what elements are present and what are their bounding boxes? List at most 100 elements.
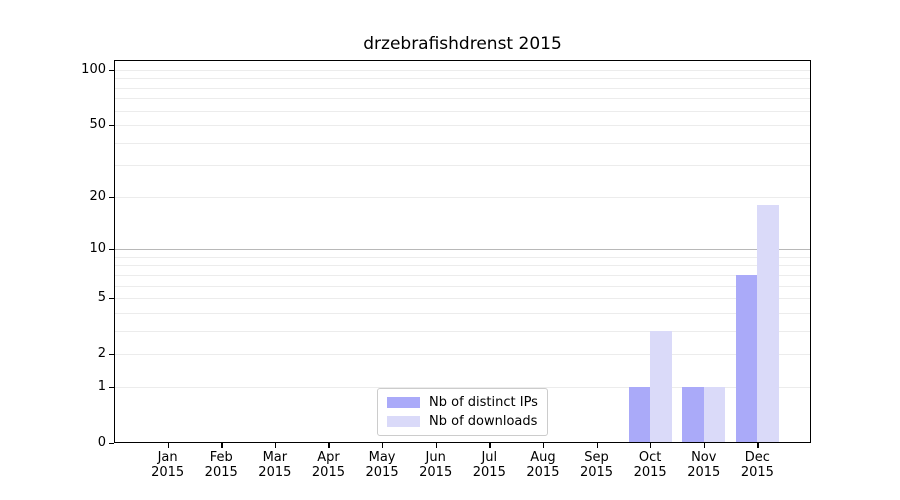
x-tick-month: Jul — [481, 450, 498, 465]
y-tick-mark — [109, 386, 114, 389]
x-tick-year: 2015 — [204, 465, 238, 480]
x-tick-mark — [274, 443, 277, 448]
x-tick-mark — [489, 443, 491, 448]
gridline — [114, 312, 811, 314]
x-tick-year: 2015 — [472, 465, 506, 480]
x-tick-mark — [435, 443, 437, 448]
x-tick-year: 2015 — [687, 465, 721, 480]
x-tick-month: Sep — [584, 450, 609, 465]
x-tick-label: Aug 2015 — [515, 450, 571, 480]
gridline — [114, 78, 811, 80]
x-tick-year: 2015 — [151, 465, 185, 480]
gridline — [114, 256, 811, 258]
y-tick-mark — [109, 125, 114, 127]
x-tick-month: Jun — [425, 450, 446, 465]
x-tick-mark — [221, 443, 223, 448]
y-tick-label: 100 — [81, 61, 106, 77]
y-tick-label: 1 — [97, 378, 106, 394]
gridline — [114, 165, 811, 167]
x-tick-mark — [650, 443, 652, 448]
x-tick-label: Sep 2015 — [569, 450, 625, 480]
x-tick-month: Mar — [262, 450, 288, 465]
y-tick-mark — [109, 196, 114, 199]
x-tick-month: Oct — [638, 450, 662, 465]
bar-nb-of-downloads-dec — [757, 204, 779, 443]
legend-label: Nb of downloads — [429, 414, 538, 429]
gridline — [114, 196, 811, 198]
x-tick-mark — [542, 443, 545, 448]
y-tick-label: 5 — [97, 290, 106, 306]
gridline — [114, 386, 811, 388]
x-tick-mark — [703, 443, 706, 448]
x-tick-label: Mar 2015 — [247, 450, 303, 480]
x-tick-month: Aug — [530, 450, 556, 465]
legend-swatch-nb-of-distinct-ips — [387, 397, 420, 408]
y-tick-label: 10 — [89, 241, 106, 257]
x-tick-label: Jul 2015 — [461, 450, 517, 480]
gridline — [114, 330, 811, 332]
gridline — [114, 265, 811, 267]
x-tick-label: May 2015 — [354, 450, 410, 480]
x-tick-year: 2015 — [365, 465, 399, 480]
legend-swatch-nb-of-downloads — [387, 416, 420, 427]
x-tick-mark — [382, 443, 384, 448]
x-tick-year: 2015 — [419, 465, 453, 480]
plot-area: Nb of distinct IPs Nb of downloads — [114, 60, 811, 443]
x-tick-label: Apr 2015 — [300, 450, 356, 480]
bar-nb-of-distinct-ips-oct — [628, 386, 651, 443]
x-tick-label: Oct 2015 — [622, 450, 678, 480]
y-tick-label: 20 — [89, 188, 106, 204]
bar-nb-of-distinct-ips-nov — [682, 386, 704, 443]
gridline — [114, 125, 811, 127]
y-tick-label: 50 — [89, 117, 106, 133]
x-tick-mark — [757, 443, 759, 448]
x-tick-month: Dec — [744, 450, 770, 465]
y-tick-mark — [109, 443, 114, 445]
x-tick-label: Dec 2015 — [729, 450, 785, 480]
chart-title: drzebrafishdrenst 2015 — [363, 34, 562, 54]
x-tick-mark — [167, 443, 169, 448]
x-tick-label: Nov 2015 — [676, 450, 732, 480]
x-tick-month: Apr — [317, 450, 340, 465]
gridline — [114, 354, 811, 356]
gridline — [114, 98, 811, 100]
y-tick-mark — [109, 69, 114, 72]
plot-border — [114, 60, 811, 443]
legend: Nb of distinct IPs Nb of downloads — [377, 388, 548, 436]
y-tick-label: 2 — [97, 346, 106, 362]
y-tick-label: 0 — [97, 435, 106, 450]
x-tick-label: Feb 2015 — [193, 450, 249, 480]
x-tick-year: 2015 — [526, 465, 560, 480]
y-tick-mark — [109, 249, 114, 251]
y-tick-mark — [109, 354, 114, 356]
legend-label: Nb of distinct IPs — [429, 395, 538, 410]
bar-nb-of-downloads-oct — [650, 330, 672, 443]
x-tick-label: Jun 2015 — [408, 450, 464, 480]
x-tick-year: 2015 — [579, 465, 614, 480]
gridline-major — [114, 249, 811, 251]
x-tick-mark — [328, 443, 330, 448]
gridline — [114, 298, 811, 300]
bar-nb-of-distinct-ips-dec — [735, 274, 758, 443]
gridline — [114, 274, 811, 276]
legend-item-nb-of-downloads: Nb of downloads — [387, 414, 538, 429]
gridline — [114, 110, 811, 112]
legend-item-nb-of-distinct-ips: Nb of distinct IPs — [387, 395, 538, 410]
x-tick-month: Jan — [157, 450, 178, 465]
x-tick-year: 2015 — [633, 465, 667, 480]
x-tick-month: Feb — [209, 450, 233, 465]
bar-nb-of-downloads-nov — [703, 386, 726, 443]
gridline — [114, 87, 811, 89]
gridline — [114, 69, 811, 71]
x-tick-year: 2015 — [740, 465, 774, 480]
x-tick-label: Jan 2015 — [140, 450, 196, 480]
x-tick-year: 2015 — [258, 465, 292, 480]
x-tick-month: May — [368, 450, 396, 465]
gridline — [114, 285, 811, 287]
x-tick-year: 2015 — [311, 465, 345, 480]
x-tick-month: Nov — [691, 450, 717, 465]
x-tick-mark — [596, 443, 598, 448]
y-tick-mark — [109, 298, 114, 300]
gridline — [114, 142, 811, 144]
